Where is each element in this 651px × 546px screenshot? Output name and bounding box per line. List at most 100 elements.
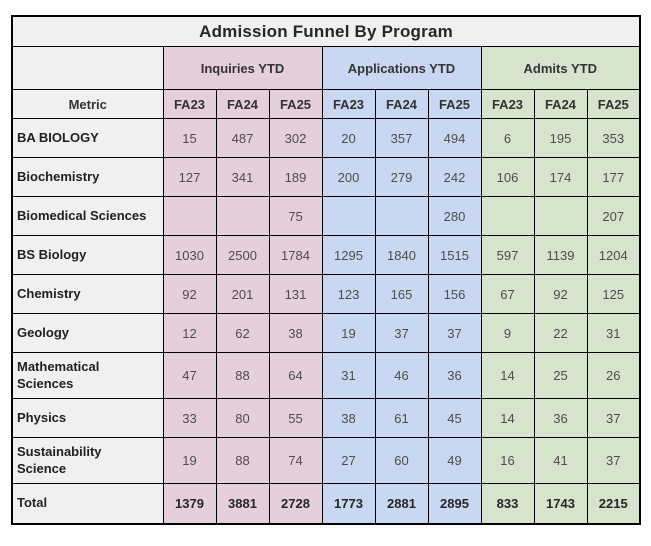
- table-row: Chemistry 92 201 131 123 165 156 67 92 125: [11, 274, 641, 314]
- value-cell: 26: [586, 352, 641, 399]
- value-cell: 487: [215, 118, 270, 158]
- value-cell: 280: [427, 196, 482, 236]
- value-cell: 131: [268, 274, 323, 314]
- value-cell: 20: [321, 118, 376, 158]
- metric-cell: Chemistry: [11, 274, 164, 314]
- value-cell: 47: [162, 352, 217, 399]
- total-value-cell: 2895: [427, 483, 482, 524]
- value-cell: 16: [480, 437, 535, 484]
- value-cell: 36: [533, 398, 588, 438]
- value-cell: 33: [162, 398, 217, 438]
- value-cell: 92: [533, 274, 588, 314]
- group-header-2: Admits YTD: [480, 46, 641, 90]
- value-cell: 14: [480, 398, 535, 438]
- value-cell: 88: [215, 437, 270, 484]
- term-header: FA24: [215, 89, 270, 119]
- value-cell: 6: [480, 118, 535, 158]
- value-cell: 1840: [374, 235, 429, 275]
- group-header-row: Inquiries YTD Applications YTD Admits YTD: [11, 46, 641, 90]
- group-header-1: Applications YTD: [321, 46, 482, 90]
- table-row: Biochemistry 127 341 189 200 279 242 106 174 177: [11, 157, 641, 197]
- value-cell: 75: [268, 196, 323, 236]
- value-cell: 14: [480, 352, 535, 399]
- metric-cell: Physics: [11, 398, 164, 438]
- term-header: FA25: [268, 89, 323, 119]
- total-value-cell: 1743: [533, 483, 588, 524]
- value-cell: 353: [586, 118, 641, 158]
- value-cell: 31: [321, 352, 376, 399]
- table-row: Sustainability Science 19 88 74 27 60 49 16 41 37: [11, 437, 641, 484]
- value-cell: 61: [374, 398, 429, 438]
- total-row: Total 1379 3881 2728 1773 2881 2895 833 1743 2215: [11, 483, 641, 524]
- term-header: FA23: [321, 89, 376, 119]
- value-cell: 31: [586, 313, 641, 353]
- value-cell: 207: [586, 196, 641, 236]
- table-row: BS Biology 1030 2500 1784 1295 1840 1515 597 113…: [11, 235, 641, 275]
- value-cell: 123: [321, 274, 376, 314]
- value-cell: 201: [215, 274, 270, 314]
- total-value-cell: 1773: [321, 483, 376, 524]
- corner-cell: [11, 46, 164, 90]
- table-row: Biomedical Sciences 75 280 207: [11, 196, 641, 236]
- value-cell: 62: [215, 313, 270, 353]
- term-header: FA24: [374, 89, 429, 119]
- term-header-row: Metric FA23 FA24 FA25 FA23 FA24 FA25 FA23 FA24 F…: [11, 89, 641, 119]
- total-value-cell: 3881: [215, 483, 270, 524]
- value-cell: 127: [162, 157, 217, 197]
- value-cell: 25: [533, 352, 588, 399]
- value-cell: 2500: [215, 235, 270, 275]
- value-cell: 38: [268, 313, 323, 353]
- value-cell: 88: [215, 352, 270, 399]
- value-cell: [321, 196, 376, 236]
- metric-cell: BS Biology: [11, 235, 164, 275]
- value-cell: 106: [480, 157, 535, 197]
- value-cell: 27: [321, 437, 376, 484]
- metric-cell: BA BIOLOGY: [11, 118, 164, 158]
- value-cell: 49: [427, 437, 482, 484]
- value-cell: 302: [268, 118, 323, 158]
- value-cell: 494: [427, 118, 482, 158]
- metric-cell: Mathematical Sciences: [11, 352, 164, 399]
- value-cell: 1515: [427, 235, 482, 275]
- value-cell: 19: [321, 313, 376, 353]
- value-cell: 9: [480, 313, 535, 353]
- metric-cell: Biochemistry: [11, 157, 164, 197]
- metric-cell: Sustainability Science: [11, 437, 164, 484]
- table-row: Physics 33 80 55 38 61 45 14 36 37: [11, 398, 641, 438]
- value-cell: 60: [374, 437, 429, 484]
- term-header: FA25: [427, 89, 482, 119]
- value-cell: 37: [586, 398, 641, 438]
- value-cell: 80: [215, 398, 270, 438]
- table-row: Mathematical Sciences 47 88 64 31 46 36 14 25 26: [11, 352, 641, 399]
- value-cell: 279: [374, 157, 429, 197]
- value-cell: 156: [427, 274, 482, 314]
- value-cell: 67: [480, 274, 535, 314]
- total-value-cell: 2881: [374, 483, 429, 524]
- total-value-cell: 1379: [162, 483, 217, 524]
- admission-funnel-table: Admission Funnel By Program Inquiries YT…: [11, 15, 642, 525]
- total-value-cell: 2215: [586, 483, 641, 524]
- term-header: FA23: [162, 89, 217, 119]
- value-cell: 1030: [162, 235, 217, 275]
- value-cell: 15: [162, 118, 217, 158]
- value-cell: 1784: [268, 235, 323, 275]
- value-cell: 12: [162, 313, 217, 353]
- value-cell: 22: [533, 313, 588, 353]
- value-cell: 38: [321, 398, 376, 438]
- title-row: Admission Funnel By Program: [11, 15, 641, 47]
- value-cell: 36: [427, 352, 482, 399]
- term-header: FA25: [586, 89, 641, 119]
- total-value-cell: 2728: [268, 483, 323, 524]
- value-cell: 242: [427, 157, 482, 197]
- value-cell: 55: [268, 398, 323, 438]
- value-cell: 357: [374, 118, 429, 158]
- value-cell: 165: [374, 274, 429, 314]
- value-cell: 46: [374, 352, 429, 399]
- metric-column-header: Metric: [11, 89, 164, 119]
- value-cell: 177: [586, 157, 641, 197]
- term-header: FA24: [533, 89, 588, 119]
- term-header: FA23: [480, 89, 535, 119]
- value-cell: 92: [162, 274, 217, 314]
- value-cell: 19: [162, 437, 217, 484]
